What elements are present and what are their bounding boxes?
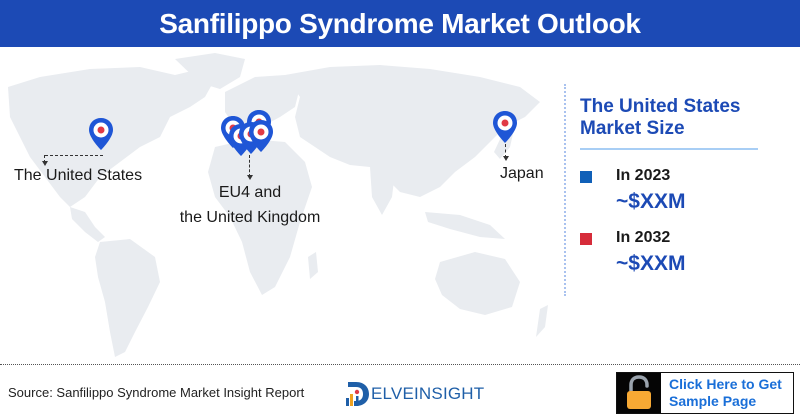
stat-year: In 2023 — [616, 167, 671, 184]
delveinsight-logo[interactable]: ELVEINSIGHT — [344, 378, 484, 410]
title-banner: Sanfilippo Syndrome Market Outlook — [0, 0, 800, 47]
arrow-icon — [502, 156, 509, 161]
logo-d-icon — [346, 382, 369, 406]
connector-line — [249, 155, 250, 177]
panel-title: The United States Market Size — [580, 96, 741, 139]
map-pin-icon[interactable] — [88, 117, 114, 151]
map-pin-icon[interactable] — [248, 119, 274, 153]
unlocked-padlock-icon — [627, 375, 651, 409]
location-label-us: The United States — [14, 167, 143, 184]
legend-swatch-blue — [580, 171, 592, 183]
world-map: The United States EU4 and the United Kin… — [0, 47, 560, 365]
stat-2032: In 2032 ~$XXM — [580, 228, 780, 278]
connector-line — [44, 155, 45, 163]
map-pin-icon[interactable] — [492, 110, 518, 144]
cta-text[interactable]: Click Here to Get Sample Page — [669, 376, 782, 409]
stat-2023: In 2023 ~$XXM — [580, 166, 780, 216]
connector-line — [45, 155, 103, 156]
get-sample-page-button[interactable]: Click Here to Get Sample Page — [616, 372, 794, 414]
logo-wordmark: ELVEINSIGHT — [371, 384, 485, 403]
connector-line — [505, 144, 506, 158]
arrow-icon — [41, 161, 48, 166]
stat-year: In 2032 — [616, 229, 671, 246]
market-size-panel: The United States Market Size In 2023 ~$… — [580, 96, 780, 278]
stat-value: ~$XXM — [616, 252, 686, 275]
stat-value: ~$XXM — [616, 190, 686, 213]
footer-divider — [0, 364, 800, 365]
world-map-silhouette — [8, 53, 548, 357]
legend-swatch-red — [580, 233, 592, 245]
arrow-icon — [246, 175, 253, 180]
lock-icon-container — [617, 373, 661, 413]
panel-underline — [580, 148, 758, 150]
page-title: Sanfilippo Syndrome Market Outlook — [159, 7, 641, 39]
location-label-eu: EU4 and the United Kingdom — [179, 184, 321, 226]
location-label-japan: Japan — [500, 165, 544, 182]
panel-divider — [564, 84, 566, 296]
source-text: Source: Sanfilippo Syndrome Market Insig… — [8, 385, 305, 400]
